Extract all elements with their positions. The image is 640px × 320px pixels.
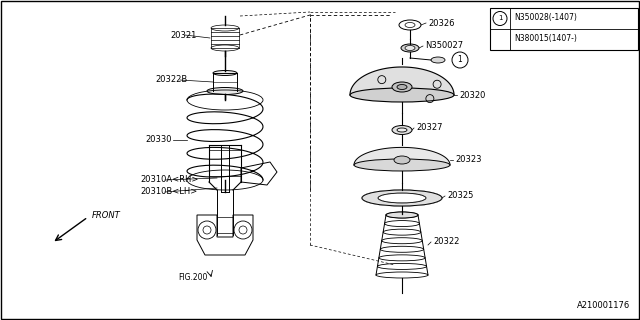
Ellipse shape [431,57,445,63]
Text: N350027: N350027 [425,42,463,51]
Bar [490,8,638,50]
Text: N350028(-1407): N350028(-1407) [514,13,577,22]
Text: 20323: 20323 [455,156,481,164]
Text: 20321: 20321 [170,30,196,39]
Ellipse shape [350,88,454,102]
Ellipse shape [354,159,450,171]
Ellipse shape [392,82,412,92]
Text: 20320: 20320 [459,91,485,100]
Ellipse shape [405,45,415,51]
Ellipse shape [401,44,419,52]
Text: 20330: 20330 [145,135,172,145]
Text: 20310B<LH>: 20310B<LH> [140,188,197,196]
Ellipse shape [392,125,412,134]
Ellipse shape [213,70,237,76]
Text: A210001176: A210001176 [577,301,630,310]
Text: 1: 1 [458,55,462,65]
Polygon shape [350,67,454,95]
Ellipse shape [397,84,407,90]
Ellipse shape [394,156,410,164]
Text: 20310A<RH>: 20310A<RH> [140,175,198,185]
Text: 20325: 20325 [447,191,474,201]
Ellipse shape [397,128,407,132]
Text: 20326: 20326 [428,19,454,28]
Text: FRONT: FRONT [92,211,121,220]
Ellipse shape [386,212,418,218]
Text: 1: 1 [498,15,502,21]
Polygon shape [354,148,450,165]
Text: FIG.200: FIG.200 [178,274,207,283]
Polygon shape [362,190,442,206]
Text: 20327: 20327 [416,124,442,132]
Text: 20322B: 20322B [155,76,188,84]
Ellipse shape [207,87,243,94]
Text: 20322: 20322 [433,237,460,246]
Text: N380015(1407-): N380015(1407-) [514,34,577,43]
